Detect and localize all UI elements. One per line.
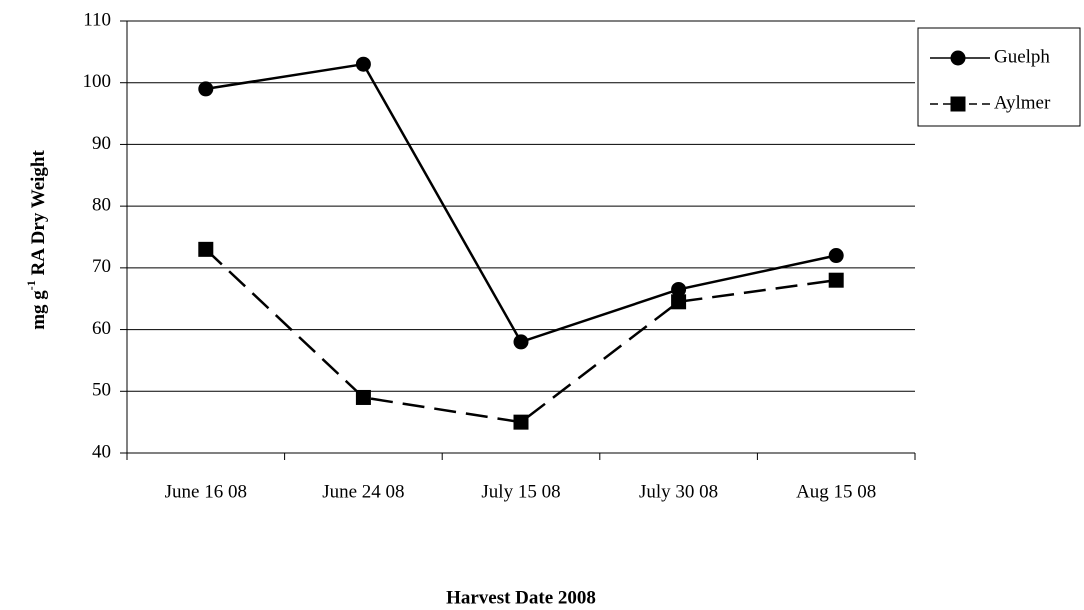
y-label-text: RA Dry Weight [28,150,49,281]
legend-box [917,27,1081,127]
y-tick-label: 60 [92,318,111,339]
y-tick-label: 40 [92,441,111,462]
data-point [198,241,214,257]
series-line [204,248,837,424]
legend-label: Guelph [994,46,1050,67]
data-point [198,81,214,97]
y-axis-label: mg g-1 RA Dry Weight [24,150,50,330]
data-point [513,414,529,430]
y-tick-label: 90 [92,133,111,154]
series-line [205,62,837,344]
x-tick-label: July 15 08 [481,481,560,502]
y-tick-label: 70 [92,256,111,277]
data-point [828,272,844,288]
data-point [513,334,529,350]
x-tick-label: June 16 08 [165,481,247,502]
data-point [671,294,687,310]
y-tick-label: 100 [83,71,112,92]
data-point [355,389,371,405]
y-label-sup: -1 [24,280,38,290]
y-label-text: mg g [28,290,49,330]
y-tick-label: 80 [92,195,111,216]
x-tick-label: June 24 08 [322,481,404,502]
y-tick-label: 50 [92,380,111,401]
data-point [671,281,687,297]
legend-marker [950,50,966,66]
legend-marker [950,96,966,112]
data-point [355,56,371,72]
x-tick-label: Aug 15 08 [796,481,876,502]
x-tick-label: July 30 08 [639,481,718,502]
y-tick-label: 110 [83,9,111,30]
data-point [828,248,844,264]
x-axis-label: Harvest Date 2008 [446,587,596,608]
legend-label: Aylmer [994,92,1051,113]
